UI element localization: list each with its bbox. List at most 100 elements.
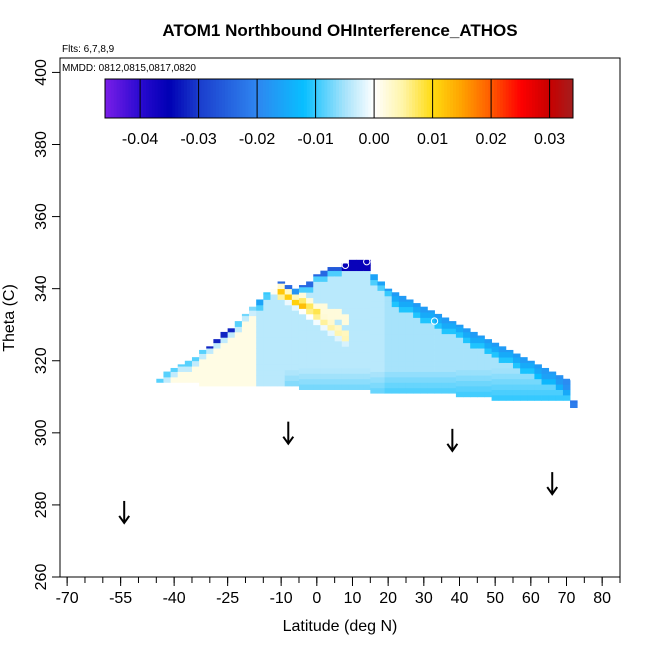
heatmap-cell — [256, 375, 264, 381]
colorbar-tick-label: -0.01 — [297, 131, 334, 148]
colorbar-segment — [502, 79, 507, 118]
x-tick-label: -70 — [56, 590, 79, 607]
heatmap-cell — [334, 384, 343, 390]
heatmap-cell — [241, 342, 250, 349]
heatmap-cell — [398, 301, 407, 308]
heatmap-cell — [263, 375, 271, 381]
heatmap-cell — [420, 333, 428, 340]
heatmap-cell — [448, 321, 457, 324]
heatmap-cell — [448, 349, 457, 356]
heatmap-cell — [277, 348, 286, 354]
flights-note: Flts: 6,7,8,9 — [62, 44, 115, 55]
heatmap-cell — [327, 297, 336, 304]
heatmap-cell — [213, 364, 221, 371]
heatmap-cell — [234, 342, 243, 349]
heatmap-cell — [434, 355, 443, 362]
heatmap-cell — [306, 351, 314, 358]
heatmap-cell — [298, 351, 307, 358]
colorbar-segment — [198, 79, 203, 118]
heatmap-cell — [320, 303, 328, 309]
heatmap-cell — [256, 315, 264, 322]
heatmap-cell — [334, 340, 343, 347]
x-axis-label: Latitude (deg N) — [283, 618, 398, 635]
heatmap-cell — [420, 339, 428, 345]
heatmap-cell — [320, 308, 328, 315]
heatmap-cell — [363, 286, 371, 293]
heatmap-cell — [441, 339, 450, 345]
colorbar-segment — [488, 79, 492, 118]
heatmap-cell — [548, 394, 557, 401]
heatmap-cell — [470, 375, 478, 381]
heatmap-cell — [320, 378, 328, 385]
heatmap-cell — [548, 389, 557, 396]
heatmap-cell — [313, 367, 321, 374]
heatmap-cell — [420, 366, 428, 372]
colorbar-segment — [476, 79, 480, 118]
heatmap-cell — [170, 371, 179, 378]
heatmap-cell — [356, 373, 364, 380]
heatmap-cell — [405, 306, 414, 313]
heatmap-cell — [491, 373, 500, 380]
heatmap-cell — [384, 312, 393, 318]
heatmap-cell — [241, 321, 250, 327]
heatmap-cell — [191, 371, 200, 378]
heatmap-cell — [484, 364, 492, 371]
heatmap-cell — [413, 371, 421, 378]
heatmap-cell — [484, 358, 492, 365]
colorbar-segment — [520, 79, 524, 118]
heatmap-cell — [220, 337, 229, 344]
heatmap-cell — [512, 367, 521, 374]
heatmap-cell — [398, 387, 407, 394]
heatmap-cell — [320, 286, 328, 293]
colorbar-segment — [435, 79, 439, 118]
heatmap-cell — [249, 375, 257, 381]
heatmap-cell — [555, 378, 564, 385]
heatmap-cell — [498, 367, 507, 374]
heatmap-cell — [270, 321, 278, 327]
heatmap-cell — [498, 389, 507, 396]
heatmap-cell — [548, 378, 557, 385]
heatmap-cell — [377, 371, 385, 378]
heatmap-cell — [320, 351, 328, 358]
heatmap-cell — [562, 378, 571, 385]
colorbar-segment — [377, 79, 381, 118]
heatmap-cell — [298, 373, 307, 380]
heatmap-cell — [313, 319, 321, 326]
heatmap-cell — [341, 378, 350, 385]
heatmap-cell — [377, 295, 385, 302]
heatmap-cell — [498, 384, 507, 390]
heatmap-cell — [420, 376, 428, 383]
heatmap-cell — [534, 384, 542, 390]
heatmap-cell — [391, 317, 400, 324]
colorbar-segment — [441, 79, 445, 118]
heatmap-cell — [320, 313, 328, 320]
colorbar-segment — [157, 79, 162, 118]
heatmap-cell — [356, 367, 364, 374]
heatmap-cell — [384, 295, 393, 302]
heatmap-cell — [341, 281, 350, 288]
heatmap-cell — [555, 375, 564, 380]
heatmap-cell — [391, 387, 400, 394]
heatmap-cell — [384, 301, 393, 308]
heatmap-cell — [420, 360, 428, 367]
heatmap-cell — [313, 297, 321, 304]
heatmap-cell — [327, 351, 336, 358]
heatmap-cell — [284, 380, 293, 387]
heatmap-cell — [384, 290, 393, 297]
heatmap-cell — [249, 380, 257, 387]
heatmap-cell — [206, 369, 214, 376]
heatmap-cell — [520, 362, 528, 369]
heatmap-cell — [241, 364, 250, 371]
colorbar-tick-label: 0.03 — [534, 131, 565, 148]
colorbar-segment — [341, 79, 346, 118]
heatmap-cell — [263, 369, 271, 376]
heatmap-cell — [363, 367, 371, 374]
heatmap-cell — [370, 344, 378, 351]
flight-marker-circle — [363, 257, 371, 266]
heatmap-cell — [320, 367, 328, 374]
flight-marker-circle — [430, 317, 439, 325]
heatmap-cell — [427, 355, 435, 362]
y-tick-label: 260 — [33, 564, 50, 591]
heatmap-cell — [377, 281, 385, 286]
heatmap-cell — [463, 380, 471, 387]
